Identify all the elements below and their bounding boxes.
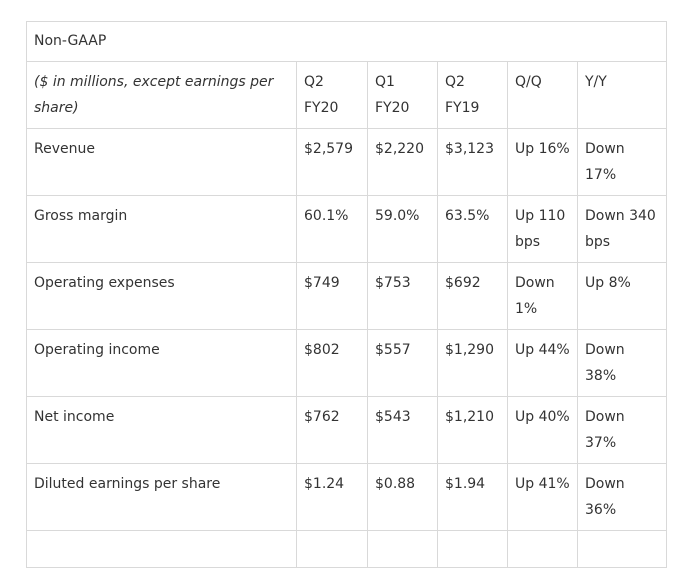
table-cell: Down 1%	[507, 262, 578, 330]
table-cell: $692	[437, 262, 508, 330]
table-cell: $1,210	[437, 396, 508, 464]
header-label: ($ in millions, except earnings per shar…	[26, 61, 297, 129]
table-row: Operating expenses $749 $753 $692 Down 1…	[26, 262, 668, 330]
header-col: Q/Q	[507, 61, 578, 129]
table-cell: $557	[367, 329, 438, 397]
table-cell: Up 110 bps	[507, 195, 578, 263]
table-cell: $762	[296, 396, 368, 464]
table-row: Diluted earnings per share $1.24 $0.88 $…	[26, 463, 668, 531]
table-row: Gross margin 60.1% 59.0% 63.5% Up 110 bp…	[26, 195, 668, 263]
table-row: Revenue $2,579 $2,220 $3,123 Up 16% Down…	[26, 128, 668, 196]
table-cell: $1.94	[437, 463, 508, 531]
empty-cell	[507, 530, 578, 568]
header-col: Q1 FY20	[367, 61, 438, 129]
table-cell: Up 8%	[576, 262, 668, 330]
row-label: Revenue	[26, 128, 297, 196]
empty-cell	[576, 530, 668, 568]
table-cell: $753	[367, 262, 438, 330]
table-cell: Down 38%	[576, 329, 668, 397]
table-cell: 59.0%	[367, 195, 438, 263]
row-label: Operating expenses	[26, 262, 297, 330]
title-row: Non-GAAP	[25, 21, 668, 62]
empty-cell	[437, 530, 508, 568]
table-cell: Up 44%	[507, 329, 578, 397]
table-cell: $1.24	[296, 463, 368, 531]
empty-cell	[367, 530, 438, 568]
table-cell: Down 36%	[576, 463, 668, 531]
table-cell: $0.88	[367, 463, 438, 531]
table-cell: $3,123	[437, 128, 508, 196]
table-cell: $2,579	[296, 128, 368, 196]
table-cell: Up 41%	[507, 463, 578, 531]
empty-cell	[26, 530, 297, 568]
table-cell: $543	[367, 396, 438, 464]
table-cell: Up 40%	[507, 396, 578, 464]
financial-table: Non-GAAP ($ in millions, except earnings…	[25, 21, 668, 568]
table-cell: $802	[296, 329, 368, 397]
empty-row	[26, 530, 668, 568]
table-cell: Down 17%	[576, 128, 668, 196]
table-cell: $749	[296, 262, 368, 330]
table-cell: 60.1%	[296, 195, 368, 263]
header-col: Q2 FY20	[296, 61, 368, 129]
table-cell: $2,220	[367, 128, 438, 196]
table-cell: $1,290	[437, 329, 508, 397]
header-row: ($ in millions, except earnings per shar…	[26, 61, 668, 129]
table-row: Net income $762 $543 $1,210 Up 40% Down …	[26, 396, 668, 464]
table-cell: Down 340 bps	[576, 195, 668, 263]
header-col: Q2 FY19	[437, 61, 508, 129]
header-col: Y/Y	[576, 61, 668, 129]
table-title: Non-GAAP	[25, 21, 668, 62]
table-cell: Down 37%	[576, 396, 668, 464]
row-label: Gross margin	[26, 195, 297, 263]
empty-cell	[296, 530, 368, 568]
table-row: Operating income $802 $557 $1,290 Up 44%…	[26, 329, 668, 397]
row-label: Net income	[26, 396, 297, 464]
table-cell: Up 16%	[507, 128, 578, 196]
row-label: Diluted earnings per share	[26, 463, 297, 531]
row-label: Operating income	[26, 329, 297, 397]
table-cell: 63.5%	[437, 195, 508, 263]
